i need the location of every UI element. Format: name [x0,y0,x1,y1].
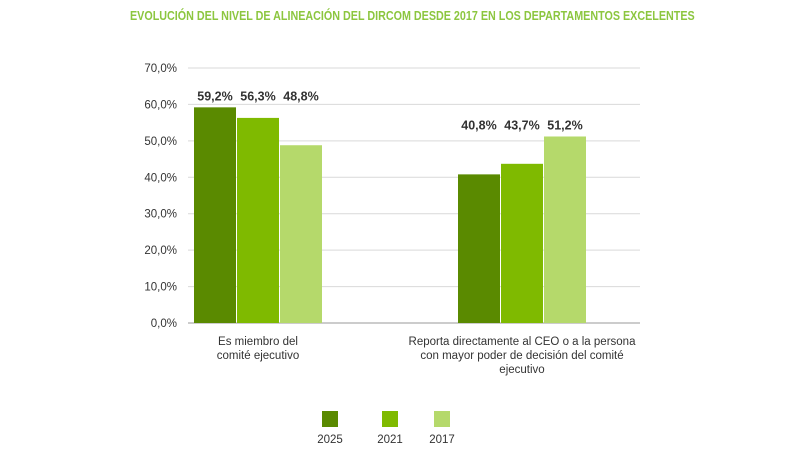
data-label-2021-2: 43,7% [504,118,539,132]
bar-2021-2 [501,163,543,323]
data-label-2025-2: 40,8% [461,118,496,132]
legend-label-2025: 2025 [317,434,343,446]
y-tick-label: 0,0% [151,318,177,330]
legend-swatch-2025 [322,411,338,427]
category-label: con mayor poder de decisión del comité [420,350,623,362]
legend: 2025 2021 2017 [317,411,455,446]
bar-2025-1 [194,107,236,323]
category-label: comité ejecutivo [217,350,299,362]
data-label-2017-2: 51,2% [547,118,582,132]
bar-2025-2 [458,174,500,323]
category-label: Es miembro del [218,336,298,348]
category-label: Reporta directamente al CEO o a la perso… [409,336,637,348]
y-tick-label: 20,0% [144,245,177,257]
bar-2017-1 [280,145,322,323]
x-axis-categories: Es miembro del comité ejecutivo Reporta di… [217,336,636,376]
data-labels: 59,2% 56,3% 48,8% 40,8% 43,7% 51,2% [197,89,582,132]
legend-label-2017: 2017 [429,434,455,446]
category-label: ejecutivo [499,364,544,376]
bars [194,107,586,324]
y-tick-label: 70,0% [144,63,177,75]
y-tick-label: 40,0% [144,172,177,184]
y-tick-label: 50,0% [144,136,177,148]
chart-title: EVOLUCIÓN DEL NIVEL DE ALINEACIÓN DEL DI… [130,9,695,23]
legend-label-2021: 2021 [377,434,403,446]
y-tick-label: 60,0% [144,99,177,111]
legend-swatch-2021 [382,411,398,427]
y-axis: 0,0% 10,0% 20,0% 30,0% 40,0% 50,0% 60,0% 70,0% [144,63,177,330]
legend-swatch-2017 [434,411,450,427]
data-label-2025-1: 59,2% [197,89,232,103]
data-label-2017-1: 48,8% [283,89,318,103]
y-tick-label: 30,0% [144,209,177,221]
data-label-2021-1: 56,3% [240,89,275,103]
bar-2017-2 [544,136,586,323]
y-tick-label: 10,0% [144,282,177,294]
bar-2021-1 [237,117,279,324]
